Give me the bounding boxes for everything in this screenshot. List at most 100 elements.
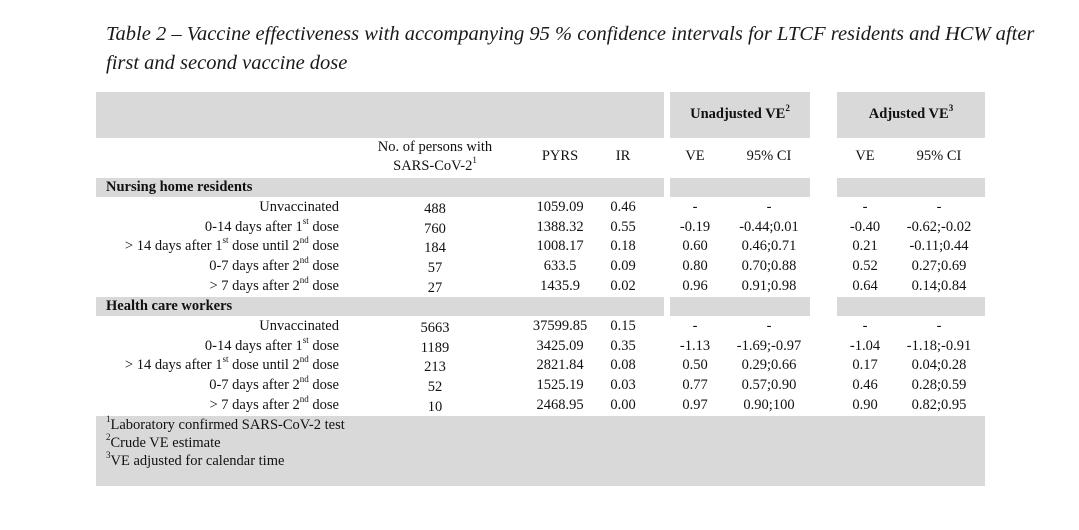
ve-adj-cell: 0.64 <box>852 278 878 294</box>
row-label: 0-14 days after 1st dose <box>96 335 339 355</box>
row-label-text: dose <box>308 357 339 373</box>
col-header-ve-adj: VE <box>855 148 875 164</box>
row-label-text: 0-14 days after 1 <box>204 219 303 235</box>
ci-cell: - <box>766 318 772 334</box>
row-label-sup: nd <box>299 255 309 266</box>
cases-cell: 10 <box>427 399 443 415</box>
ve-adj-cell: - <box>862 318 868 334</box>
ir-cell: 0.08 <box>610 357 636 373</box>
row-label-text: dose <box>308 238 339 254</box>
ve-adj-cell: - <box>862 199 868 215</box>
pyrs-cell: 2468.95 <box>536 397 584 413</box>
col-header-ci-adj: 95% CI <box>916 148 962 164</box>
cases-cell: 27 <box>427 280 443 296</box>
cases-cell: 52 <box>427 379 443 395</box>
row-label-sup: st <box>302 335 309 346</box>
col-header-ve: VE <box>685 148 705 164</box>
ci-cell: -1.69;-0.97 <box>736 338 802 354</box>
row-label-sup: st <box>222 354 229 365</box>
footnote-band <box>96 416 985 486</box>
ci-cell: 0.46;0.71 <box>741 238 797 254</box>
row-label-text: dose <box>308 377 339 393</box>
pyrs-cell: 1525.19 <box>536 377 584 393</box>
footnote-text: VE adjusted for calendar time <box>110 453 285 469</box>
ir-cell: 0.03 <box>610 377 636 393</box>
row-label-text: dose <box>308 338 339 354</box>
footnote: 3VE adjusted for calendar time <box>106 451 285 470</box>
footnote-mark: 1 <box>106 414 111 425</box>
ir-cell: 0.55 <box>610 219 636 235</box>
col-header-ci: 95% CI <box>746 148 792 164</box>
footnote: 1Laboratory confirmed SARS-CoV-2 test <box>106 414 345 434</box>
ci-adj-cell: 0.27;0.69 <box>911 258 967 274</box>
col-header-persons: No. of persons with SARS-CoV-21 <box>377 139 493 174</box>
row-label-text: > 14 days after 1 <box>124 357 223 373</box>
ve-cell: -1.13 <box>679 338 711 354</box>
ir-cell: 0.02 <box>610 278 636 294</box>
row-label-text: 0-7 days after 2 <box>209 258 300 274</box>
ve-cell: 0.80 <box>682 258 708 274</box>
row-label-text: > 7 days after 2 <box>209 278 300 294</box>
row-label: 0-7 days after 2nd dose <box>96 255 339 275</box>
footnote-text: Laboratory confirmed SARS-CoV-2 test <box>110 417 345 433</box>
row-label: > 7 days after 2nd dose <box>96 276 339 295</box>
ci-cell: 0.57;0.90 <box>741 377 797 393</box>
row-label-text: dose <box>308 278 339 294</box>
ve-cell: - <box>692 199 698 215</box>
row-label-sup: st <box>302 216 309 227</box>
ve-adj-cell: 0.17 <box>852 357 878 373</box>
pyrs-cell: 3425.09 <box>536 338 584 354</box>
footnote: 2Crude VE estimate <box>106 432 221 452</box>
ci-adj-cell: 0.28;0.59 <box>911 377 967 393</box>
pyrs-cell: 2821.84 <box>536 357 584 373</box>
row-label: 0-14 days after 1st dose <box>96 216 339 236</box>
row-label-text: 0-7 days after 2 <box>209 377 300 393</box>
row-label-text: > 14 days after 1 <box>124 238 223 254</box>
ve-adj-cell: 0.52 <box>852 258 878 274</box>
ve-adj-cell: 0.21 <box>852 238 878 254</box>
section-title: Nursing home residents <box>106 179 253 195</box>
table-caption: Table 2 – Vaccine effectiveness with acc… <box>106 23 1035 74</box>
section-band-1-left <box>96 178 664 197</box>
ci-adj-cell: - <box>936 318 942 334</box>
section-band-2-left <box>96 297 664 316</box>
section-band-2-right <box>837 297 985 316</box>
ir-cell: 0.46 <box>610 199 636 215</box>
header-band-unadjusted <box>670 92 810 138</box>
row-label-sup: nd <box>299 374 309 385</box>
ci-cell: 0.70;0.88 <box>741 258 797 274</box>
ve-adj-cell: 0.90 <box>852 397 878 413</box>
row-label-text: dose until 2 <box>228 357 300 373</box>
pyrs-cell: 1059.09 <box>536 199 584 215</box>
ci-cell: 0.90;100 <box>743 397 795 413</box>
cases-cell: 57 <box>427 260 443 276</box>
row-label: > 14 days after 1st dose until 2nd dose <box>96 236 339 255</box>
col-header-pyrs: PYRS <box>541 148 579 164</box>
header-band-left <box>96 92 664 138</box>
row-label-text: 0-14 days after 1 <box>204 338 303 354</box>
cases-cell: 213 <box>424 359 446 375</box>
row-label-text: dose <box>308 258 339 274</box>
ve-adj-cell: -0.40 <box>849 219 881 235</box>
ci-adj-cell: 0.14;0.84 <box>911 278 967 294</box>
ve-cell: -0.19 <box>679 219 711 235</box>
header-band-adjusted <box>837 92 985 138</box>
footnote-mark: 2 <box>106 432 111 443</box>
ve-adj-cell: -1.04 <box>849 338 881 354</box>
row-label: > 7 days after 2nd dose <box>96 394 339 414</box>
row-label: 0-7 days after 2nd dose <box>96 374 339 394</box>
ci-cell: - <box>766 199 772 215</box>
row-label-sup: nd <box>299 394 309 405</box>
ve-cell: 0.60 <box>682 238 708 254</box>
section-band-1-right <box>837 178 985 197</box>
ve-cell: - <box>692 318 698 334</box>
pyrs-cell: 37599.85 <box>532 318 588 334</box>
row-label: Unvaccinated <box>96 318 339 335</box>
col-header-ir: IR <box>615 148 631 164</box>
cases-cell: 488 <box>424 201 446 217</box>
pyrs-cell: 1008.17 <box>536 238 584 254</box>
row-label-text: Unvaccinated <box>259 199 339 215</box>
row-label-text: Unvaccinated <box>259 318 339 334</box>
row-label-sup: nd <box>299 354 309 365</box>
ci-adj-cell: -0.62;-0.02 <box>906 219 972 235</box>
